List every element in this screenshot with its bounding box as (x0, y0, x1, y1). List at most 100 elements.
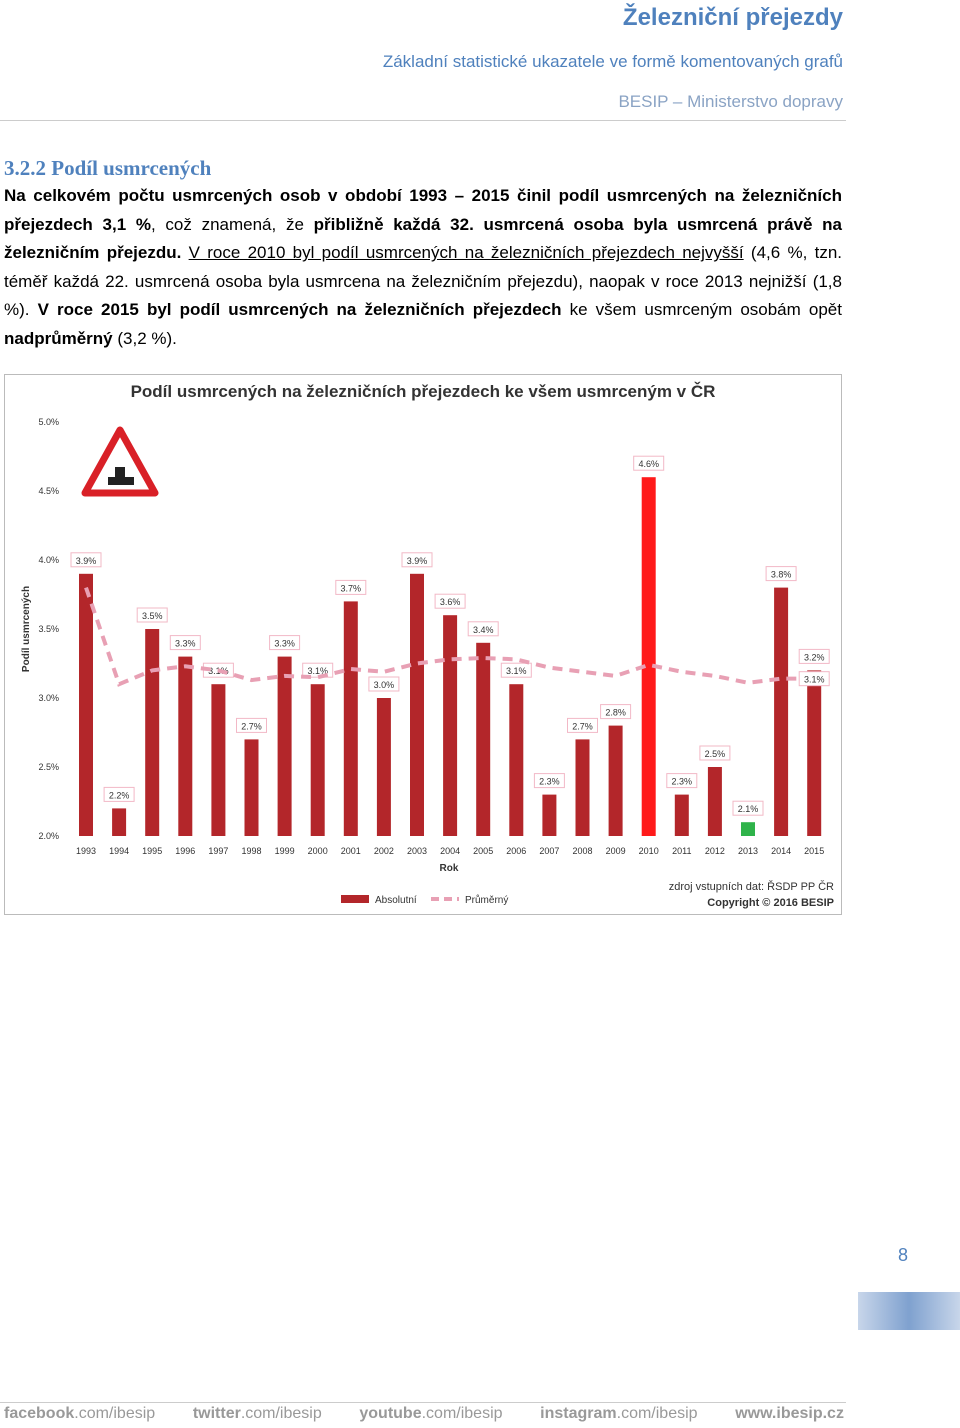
header-subtitle: Základní statistické ukazatele ve formě … (382, 52, 843, 71)
footer-link-rest: .com/ibesip (240, 1405, 322, 1422)
data-label: 2.1% (738, 804, 759, 814)
data-label: 4.6% (638, 459, 659, 469)
text-bold: V roce 2015 byl podíl usmrcených na žele… (37, 300, 562, 320)
x-tick-label: 2004 (440, 846, 460, 856)
y-tick-label: 2.0% (38, 831, 59, 841)
x-tick-label: 2010 (639, 846, 659, 856)
source-note: zdroj vstupních dat: ŘSDP PP ČR (669, 880, 834, 893)
x-tick-label: 2011 (672, 846, 691, 856)
data-label-box (401, 552, 433, 568)
data-label-box (136, 607, 168, 623)
footer-link-bold: youtube (359, 1405, 422, 1422)
data-label-box (567, 717, 598, 733)
y-axis-title: Podíl usmrcených (21, 586, 32, 672)
data-label: 2.7% (241, 721, 262, 731)
chart: Podíl usmrcených na železničních přejezd… (21, 382, 834, 909)
x-tick-label: 2002 (374, 846, 394, 856)
data-label-box (467, 621, 499, 637)
text-bold: nadprůměrný (4, 328, 113, 348)
x-tick-label: 1994 (109, 846, 129, 856)
sign-train (108, 477, 134, 485)
data-label: 3.9% (407, 556, 428, 566)
bar (476, 642, 491, 836)
data-label: 3.2% (804, 652, 825, 662)
text-bold: přibližně každá 32. usmrcená osoba byla … (4, 214, 842, 263)
text: , což znamená, že (150, 214, 314, 234)
footer-rule (0, 1402, 846, 1403)
y-tick-label: 3.0% (38, 693, 59, 703)
data-label: 3.4% (473, 625, 494, 635)
bar (443, 615, 458, 836)
data-label: 2.7% (572, 721, 593, 731)
footer-link-rest: .com/ibesip (74, 1405, 156, 1422)
footer-link-bold: facebook (4, 1405, 75, 1422)
page-number: 8 (898, 1245, 909, 1265)
header-rule (0, 120, 846, 121)
data-label-box (699, 745, 731, 761)
copyright-note: Copyright © 2016 BESIP (707, 897, 834, 909)
data-label: 2.2% (109, 790, 130, 800)
warning-sign (81, 426, 159, 497)
x-tick-label: 2007 (539, 846, 559, 856)
footer-link[interactable]: twitter.com/ibesip (193, 1405, 322, 1423)
y-tick-label: 2.5% (38, 762, 59, 772)
data-label-box (666, 773, 698, 789)
x-tick-label: 1996 (175, 846, 195, 856)
data-label: 3.1% (506, 666, 527, 676)
footer-link[interactable]: www.ibesip.cz (735, 1405, 844, 1423)
section-heading: 3.2.2 Podíl usmrcených (4, 156, 212, 180)
data-label-box (798, 671, 830, 687)
legend-swatch (341, 895, 369, 903)
y-tick-label: 4.0% (38, 555, 59, 565)
data-label: 3.5% (142, 611, 163, 621)
data-label: 3.8% (771, 570, 792, 580)
bar (575, 739, 590, 836)
footer: facebook.com/ibesip twitter.com/ibesip you… (4, 1405, 844, 1423)
text: (3,2 %). (112, 328, 177, 348)
data-label-box (798, 648, 830, 664)
bar (741, 822, 755, 836)
bar (807, 670, 822, 836)
header-publisher: BESIP – Ministerstvo dopravy (618, 92, 843, 111)
data-label-box (169, 635, 201, 651)
footer-link[interactable]: youtube.com/ibesip (359, 1405, 502, 1423)
x-tick-label: 2003 (407, 846, 427, 856)
average-line (84, 586, 815, 687)
page-decoration (858, 1292, 960, 1330)
legend-label: Průměrný (465, 894, 508, 906)
x-tick-label: 2014 (771, 846, 791, 856)
text: ke všem usmrceným osobám opět (561, 300, 842, 320)
footer-link[interactable]: facebook.com/ibesip (4, 1405, 155, 1423)
bar (774, 587, 789, 836)
x-tick-label: 2005 (473, 846, 493, 856)
bar (608, 725, 623, 836)
bar (178, 656, 193, 836)
chart-title: Podíl usmrcených na železničních přejezd… (131, 382, 716, 401)
data-label-box (600, 704, 632, 720)
x-tick-label: 2008 (572, 846, 592, 856)
bar (79, 573, 93, 836)
y-tick-label: 5.0% (38, 417, 59, 427)
bar (310, 684, 325, 836)
x-tick-label: 1993 (76, 846, 96, 856)
x-axis-title: Rok (440, 863, 459, 874)
text: (4,6 %, tzn. téměř každá 22. usmrcená os… (4, 243, 842, 320)
data-label: 3.9% (76, 556, 97, 566)
data-label-box (434, 593, 466, 609)
footer-link[interactable]: instagram.com/ibesip (540, 1405, 697, 1423)
data-label: 2.3% (672, 777, 693, 787)
data-label-box (765, 566, 797, 582)
data-label: 3.3% (274, 639, 295, 649)
x-tick-label: 2001 (341, 846, 361, 856)
data-label: 2.3% (539, 777, 560, 787)
data-label: 3.1% (307, 666, 328, 676)
x-tick-label: 1995 (142, 846, 162, 856)
bar (376, 698, 391, 836)
chart-frame: Podíl usmrcených na železničních přejezd… (4, 374, 842, 915)
data-label: 2.8% (605, 708, 626, 718)
data-label-box (732, 800, 764, 816)
bar (277, 656, 292, 836)
data-label-box (500, 662, 532, 678)
data-label-box (103, 786, 135, 802)
data-label-box (70, 552, 102, 568)
